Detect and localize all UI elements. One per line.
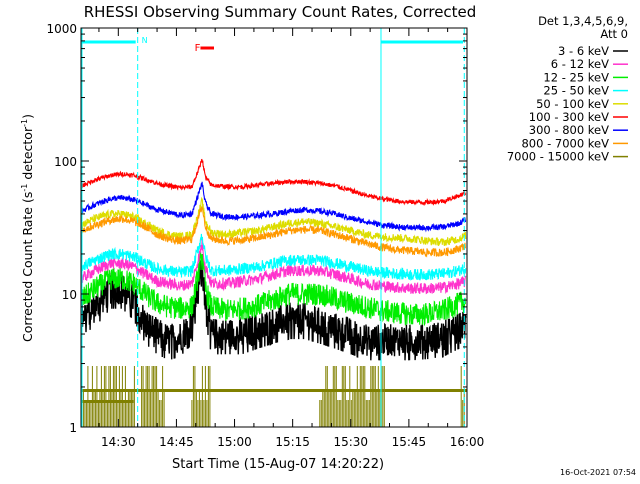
series-line	[81, 206, 467, 258]
legend-label: 6 - 12 keV	[551, 57, 609, 71]
series-line	[81, 238, 467, 295]
legend-label: 300 - 800 keV	[529, 123, 609, 137]
legend-label: 25 - 50 keV	[543, 84, 609, 98]
timestamp: 16-Oct-2021 07:54	[560, 468, 636, 477]
attenuator-baseline-bar	[81, 389, 467, 392]
axis-layer: 1 10 100 1000 14:30 14:45 15:00 15:15 15:30 15:45…	[46, 22, 484, 449]
x-tick-label: 15:15	[275, 435, 310, 449]
legend-label: 800 - 7000 keV	[521, 136, 609, 150]
y-tick-label: 10	[62, 288, 77, 302]
legend-label: 3 - 6 keV	[558, 44, 609, 58]
attenuator-state-bars	[81, 366, 467, 427]
legend-header-attenuator: Att 0	[600, 27, 628, 41]
y-axis-label: Corrected Count Rate (s-1 detector-1)	[20, 114, 35, 342]
series-line	[81, 253, 467, 361]
series-layer	[81, 158, 467, 361]
overlay-layer: NF	[81, 28, 465, 427]
series-line	[81, 233, 467, 281]
y-axis-label-mid: detector	[20, 126, 35, 184]
series-line	[81, 181, 467, 233]
attenuator-band-left	[81, 400, 134, 403]
legend-label: 100 - 300 keV	[529, 110, 609, 124]
chart-title: RHESSI Observing Summary Count Rates, Co…	[84, 3, 477, 21]
x-tick-label: 14:30	[101, 435, 136, 449]
x-axis-label: Start Time (15-Aug-07 14:20:22)	[172, 457, 384, 472]
plot-frame	[80, 27, 468, 428]
x-tick-label: 14:45	[159, 435, 194, 449]
y-tick-label: 1000	[46, 22, 77, 36]
x-tick-label: 15:30	[333, 435, 368, 449]
y-tick-label: 100	[54, 155, 77, 169]
y-tick-label: 1	[69, 421, 77, 435]
legend-label: 7000 - 15000 keV	[507, 150, 609, 164]
flare-label: F	[195, 43, 201, 54]
night-label: N	[142, 36, 148, 45]
x-tick-label: 15:45	[392, 435, 427, 449]
x-tick-label: 16:00	[450, 435, 485, 449]
y-axis-label-main: Corrected Count Rate (s	[20, 192, 35, 342]
series-line	[81, 158, 467, 207]
series-line	[81, 252, 467, 327]
legend-label: 50 - 100 keV	[536, 97, 609, 111]
y-axis-label-end: )	[20, 114, 35, 119]
x-tick-label: 15:00	[217, 435, 252, 449]
legend-header-detectors: Det 1,3,4,5,6,9,	[538, 14, 628, 28]
y-axis-label-sup1: -1	[20, 184, 29, 192]
y-axis-label-sup2: -1	[20, 119, 29, 127]
legend-label: 12 - 25 keV	[543, 70, 609, 84]
